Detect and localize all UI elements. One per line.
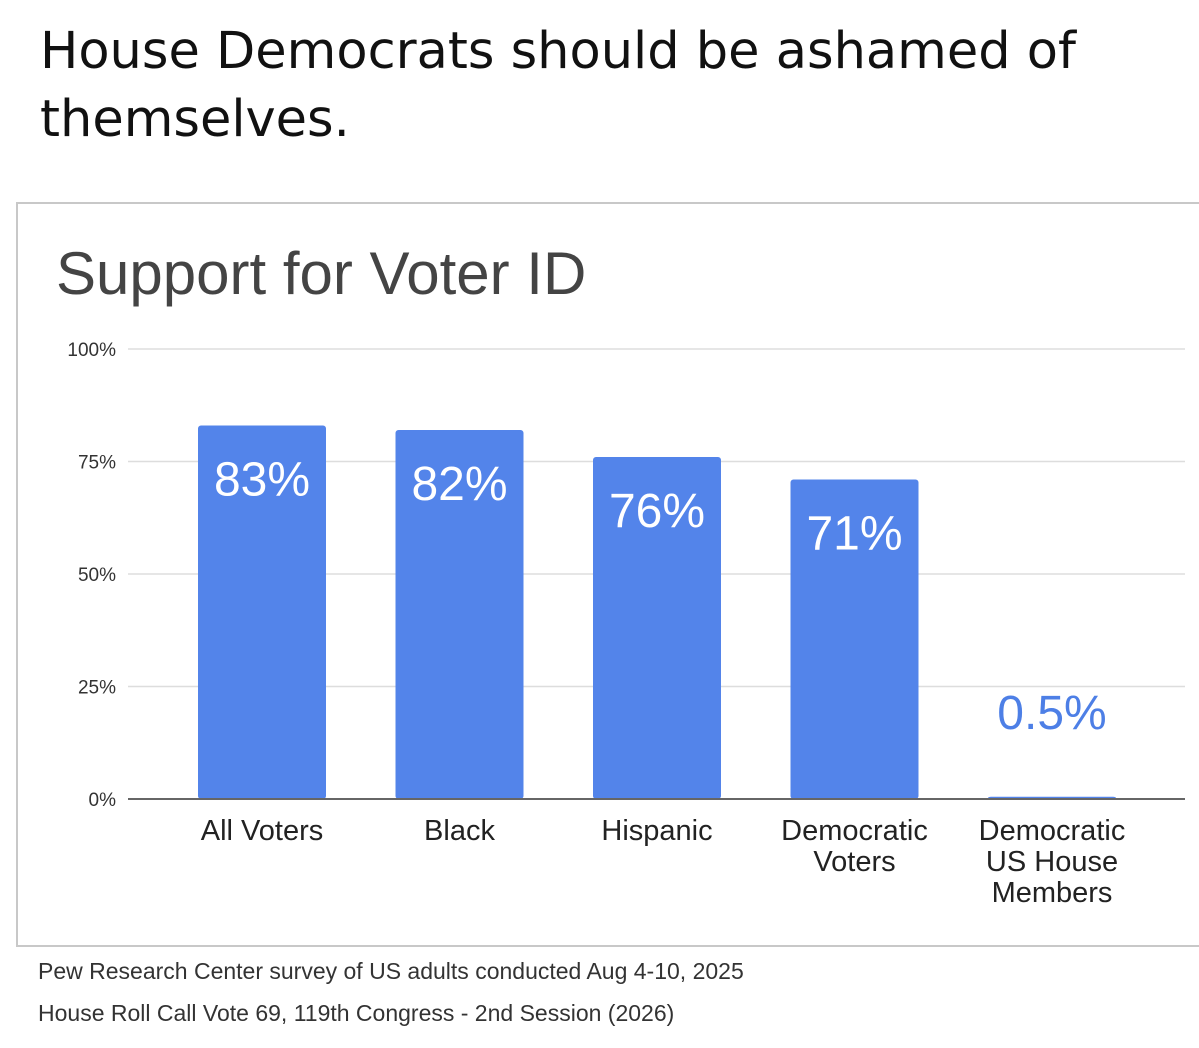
y-tick-label: 75% xyxy=(78,453,116,474)
data-label: 76% xyxy=(609,485,705,538)
x-tick-label: All Voters xyxy=(201,815,324,847)
headline: House Democrats should be ashamed of the… xyxy=(40,22,1076,149)
source-note-survey: Pew Research Center survey of US adults … xyxy=(38,958,744,984)
y-tick-label: 25% xyxy=(78,678,116,699)
x-tick-label: Members xyxy=(992,877,1113,909)
x-tick-label: Democratic xyxy=(781,815,928,847)
y-tick-label: 100% xyxy=(67,340,116,361)
bar xyxy=(593,457,721,799)
chart-title: Support for Voter ID xyxy=(56,240,587,307)
bar xyxy=(395,430,524,799)
y-tick-label: 50% xyxy=(78,565,116,586)
x-tick-label: US House xyxy=(986,846,1118,878)
y-tick-label: 0% xyxy=(89,790,117,811)
x-tick-label: Voters xyxy=(813,846,895,878)
x-tick-label: Black xyxy=(424,815,495,847)
data-label: 0.5% xyxy=(997,687,1106,740)
x-tick-label: Democratic xyxy=(979,815,1126,847)
bar xyxy=(790,479,919,799)
source-note-vote: House Roll Call Vote 69, 119th Congress … xyxy=(38,1000,675,1026)
data-label: 71% xyxy=(806,508,902,561)
x-tick-label: Hispanic xyxy=(601,815,712,847)
data-label: 83% xyxy=(214,454,310,507)
bar xyxy=(198,425,326,799)
data-label: 82% xyxy=(411,458,507,511)
